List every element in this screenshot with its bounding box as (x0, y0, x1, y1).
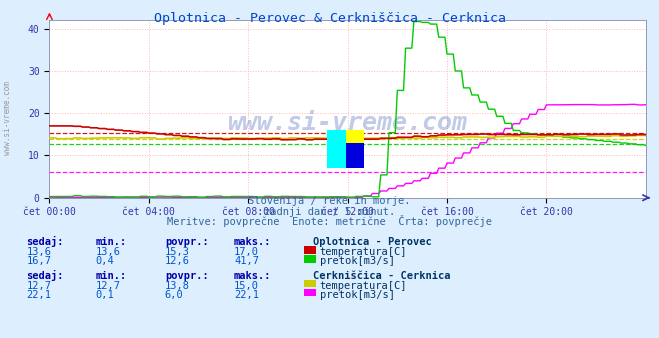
Text: 16,7: 16,7 (26, 256, 51, 266)
Text: zadnji dan / 5 minut.: zadnji dan / 5 minut. (264, 207, 395, 217)
Text: 22,1: 22,1 (234, 290, 259, 300)
Text: min.:: min.: (96, 271, 127, 281)
Text: temperatura[C]: temperatura[C] (320, 247, 407, 257)
Text: povpr.:: povpr.: (165, 271, 208, 281)
Bar (345, 130, 364, 143)
Text: 0,1: 0,1 (96, 290, 114, 300)
Text: povpr.:: povpr.: (165, 237, 208, 247)
Text: Meritve: povprečne  Enote: metrične  Črta: povprečje: Meritve: povprečne Enote: metrične Črta:… (167, 215, 492, 227)
Text: 12,7: 12,7 (26, 281, 51, 291)
Text: 13,6: 13,6 (96, 247, 121, 257)
Text: temperatura[C]: temperatura[C] (320, 281, 407, 291)
Text: sedaj:: sedaj: (26, 236, 64, 247)
Bar (345, 143, 364, 168)
Text: 13,8: 13,8 (165, 281, 190, 291)
Text: 12,6: 12,6 (165, 256, 190, 266)
Text: 13,6: 13,6 (26, 247, 51, 257)
Text: 22,1: 22,1 (26, 290, 51, 300)
Text: pretok[m3/s]: pretok[m3/s] (320, 256, 395, 266)
Text: 6,0: 6,0 (165, 290, 183, 300)
Text: Slovenija / reke in morje.: Slovenija / reke in morje. (248, 196, 411, 207)
Text: www.si-vreme.com: www.si-vreme.com (227, 111, 468, 135)
Text: maks.:: maks.: (234, 271, 272, 281)
Text: Cerkniščica - Cerknica: Cerkniščica - Cerknica (313, 271, 451, 281)
Text: Oplotnica - Perovec & Cerkniščica - Cerknica: Oplotnica - Perovec & Cerkniščica - Cerk… (154, 12, 505, 25)
Text: 15,0: 15,0 (234, 281, 259, 291)
Bar (327, 130, 345, 168)
Text: 41,7: 41,7 (234, 256, 259, 266)
Text: pretok[m3/s]: pretok[m3/s] (320, 290, 395, 300)
Text: min.:: min.: (96, 237, 127, 247)
Text: sedaj:: sedaj: (26, 270, 64, 281)
Text: www.si-vreme.com: www.si-vreme.com (3, 81, 13, 155)
Text: 12,7: 12,7 (96, 281, 121, 291)
Text: Oplotnica - Perovec: Oplotnica - Perovec (313, 237, 432, 247)
Text: 17,0: 17,0 (234, 247, 259, 257)
Text: maks.:: maks.: (234, 237, 272, 247)
Text: 15,3: 15,3 (165, 247, 190, 257)
Text: 0,4: 0,4 (96, 256, 114, 266)
